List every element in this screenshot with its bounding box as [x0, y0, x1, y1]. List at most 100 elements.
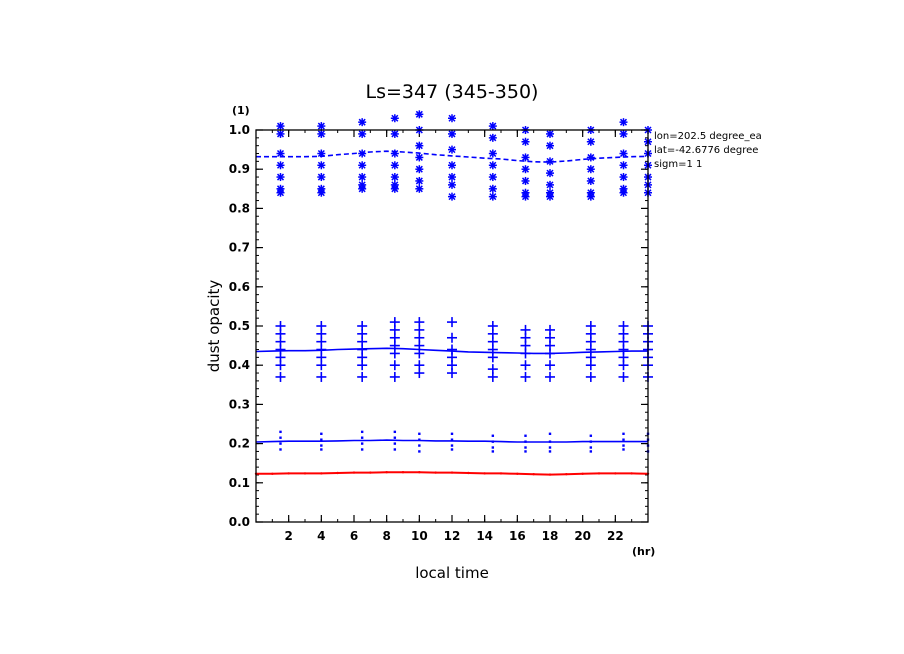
- data-point: [393, 448, 397, 451]
- data-point: [520, 360, 531, 371]
- data-point: [448, 192, 456, 201]
- data-point: [488, 192, 497, 201]
- data-point: [448, 161, 456, 170]
- data-point: [276, 129, 285, 138]
- series-point: [303, 472, 307, 475]
- x-tick-label: 4: [317, 529, 325, 543]
- data-point: [619, 129, 628, 138]
- asterisk-stroke: [619, 149, 628, 158]
- data-point: [276, 122, 285, 131]
- asterisk-stroke: [415, 153, 423, 161]
- asterisk-stroke: [358, 149, 366, 158]
- data-point: [390, 184, 399, 193]
- data-point: [586, 165, 595, 174]
- series-point: [336, 471, 339, 475]
- asterisk-stroke: [521, 165, 530, 173]
- asterisk-stroke: [358, 161, 366, 169]
- asterisk-stroke: [448, 161, 456, 169]
- data-point: [589, 446, 593, 449]
- asterisk-stroke: [546, 130, 554, 138]
- data-point: [450, 438, 454, 441]
- data-point: [545, 360, 555, 371]
- data-point: [450, 432, 454, 435]
- annotation-block: lon=202.5 degree_ea lat=-42.6776 degree si…: [654, 131, 762, 170]
- data-point: [448, 173, 456, 182]
- annotations: lon=202.5 degree_ea lat=-42.6776 degree si…: [654, 131, 762, 170]
- data-point: [521, 165, 530, 174]
- asterisk-stroke: [415, 165, 423, 173]
- data-point: [488, 133, 497, 142]
- x-tick-label: 6: [350, 529, 358, 543]
- data-point: [524, 440, 527, 443]
- asterisk-stroke: [521, 177, 530, 185]
- asterisk-stroke: [276, 161, 285, 169]
- asterisk-stroke: [276, 130, 285, 138]
- asterisk-stroke: [489, 149, 497, 158]
- asterisk-stroke: [448, 130, 456, 138]
- data-point: [491, 434, 495, 437]
- asterisk-stroke: [358, 130, 366, 138]
- data-point: [414, 348, 425, 359]
- asterisk-stroke: [391, 114, 399, 122]
- data-point: [521, 192, 530, 201]
- asterisk-stroke: [489, 185, 497, 193]
- data-point: [589, 450, 593, 453]
- data-point: [487, 352, 498, 363]
- data-point: [546, 129, 554, 138]
- data-point: [488, 184, 497, 193]
- data-point: [488, 161, 497, 170]
- y-tick-label: 0.4: [229, 358, 250, 372]
- data-point: [548, 450, 552, 453]
- data-point: [317, 161, 326, 170]
- asterisk-stroke: [521, 138, 530, 146]
- data-point: [415, 184, 424, 193]
- series-point: [271, 472, 274, 475]
- data-point: [622, 448, 625, 451]
- data-point: [393, 430, 397, 434]
- asterisk-stroke: [276, 173, 285, 181]
- x-tick-label: 18: [542, 529, 559, 543]
- data-point: [276, 161, 285, 170]
- data-point: [448, 145, 456, 154]
- asterisk-stroke: [546, 181, 554, 189]
- data-point: [418, 450, 421, 453]
- y-tick-label: 1.0: [229, 123, 250, 137]
- asterisk-stroke: [587, 153, 595, 161]
- asterisk-stroke: [317, 161, 325, 169]
- series-point: [548, 473, 552, 476]
- data-point: [586, 192, 595, 201]
- y-tick-label: 0.0: [229, 515, 250, 529]
- data-point: [415, 176, 424, 185]
- series-point: [287, 472, 290, 475]
- data-point: [418, 444, 421, 447]
- asterisk-stroke: [546, 193, 554, 201]
- data-point: [622, 432, 625, 435]
- asterisk-stroke: [448, 146, 456, 154]
- data-point: [415, 153, 424, 162]
- data-point: [276, 188, 285, 197]
- data-point: [546, 192, 554, 201]
- data-point: [358, 149, 367, 158]
- series-point: [352, 471, 356, 474]
- data-point: [618, 371, 629, 382]
- asterisk-stroke: [619, 189, 628, 197]
- data-point: [491, 440, 495, 443]
- data-point: [415, 165, 424, 174]
- asterisk-stroke: [391, 149, 399, 158]
- data-point: [524, 450, 527, 453]
- series-point: [483, 472, 486, 475]
- series-1: [255, 430, 650, 453]
- asterisk-stroke: [619, 161, 628, 169]
- data-point: [358, 173, 367, 182]
- asterisk-stroke: [587, 177, 595, 185]
- data-point: [390, 129, 399, 138]
- asterisk-stroke: [489, 122, 497, 130]
- y-tick-label: 0.8: [229, 201, 250, 215]
- data-point: [279, 442, 282, 445]
- data-point: [586, 137, 595, 146]
- data-point: [521, 137, 530, 146]
- data-point: [548, 432, 552, 435]
- data-point: [448, 129, 456, 138]
- data-point: [360, 436, 364, 439]
- series-layer: [254, 110, 653, 476]
